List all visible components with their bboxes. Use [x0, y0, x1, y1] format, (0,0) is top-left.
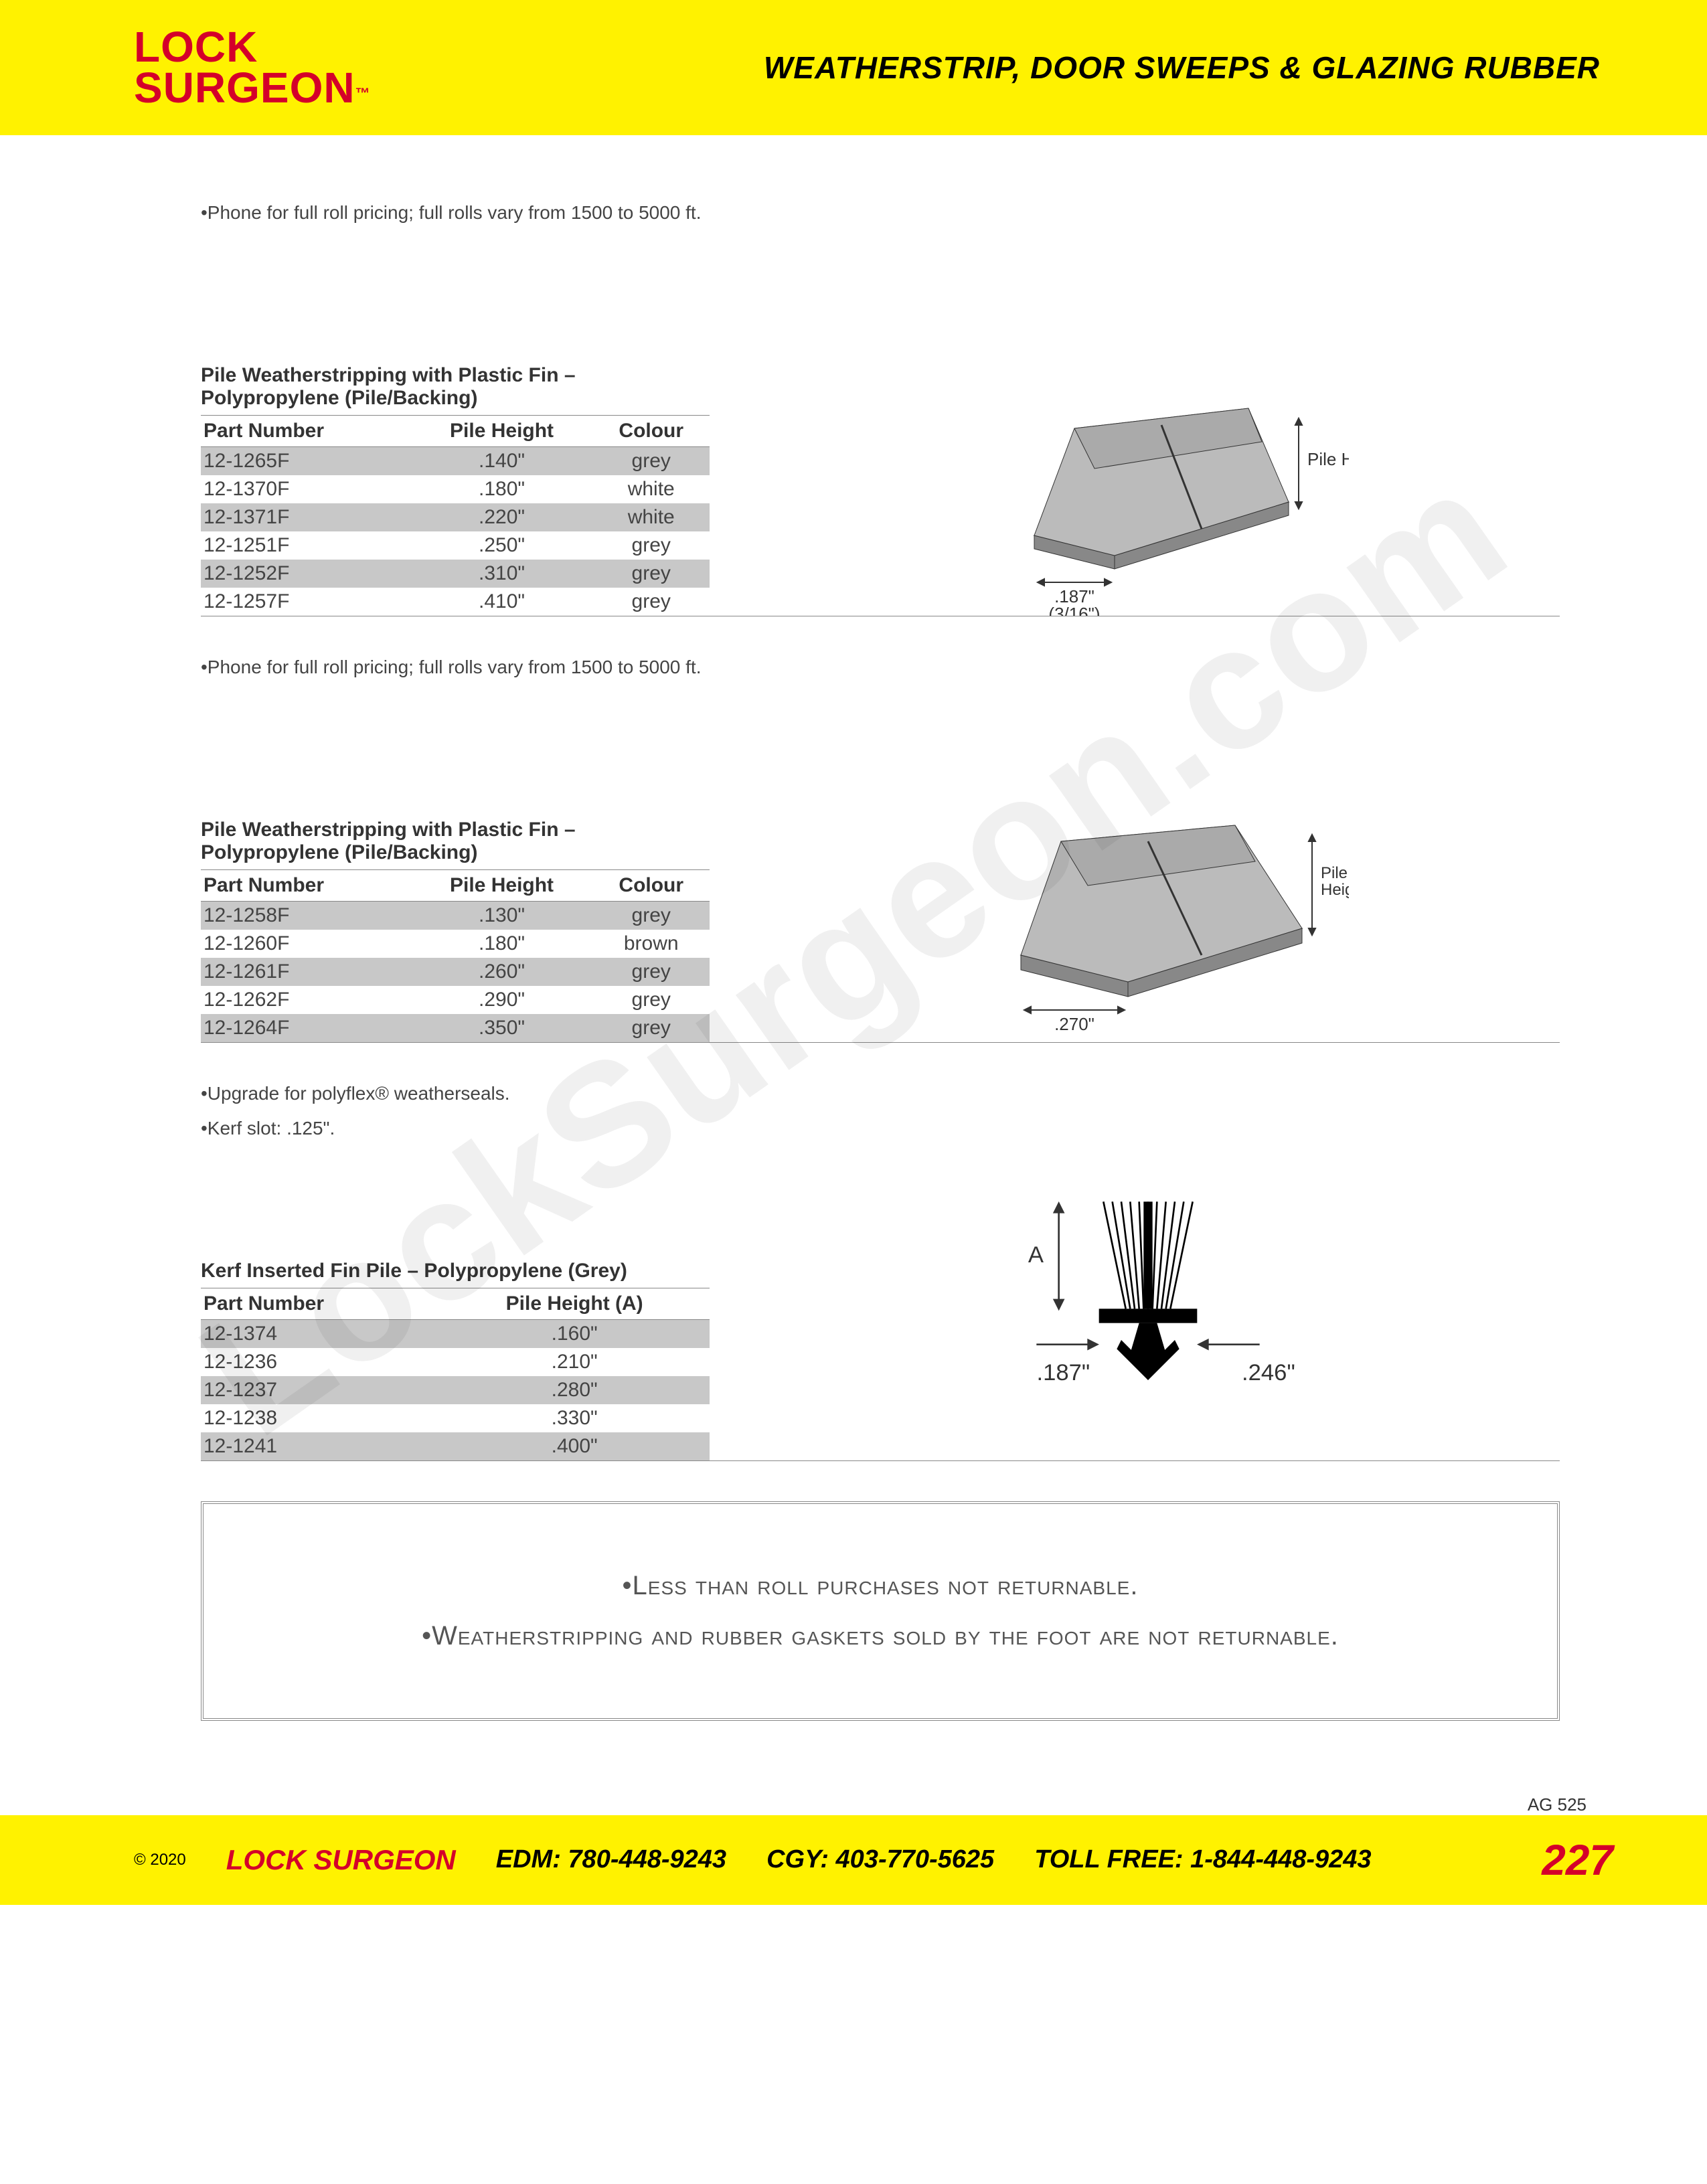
header-bar: LOCK SURGEON™ WEATHERSTRIP, DOOR SWEEPS … [0, 0, 1707, 135]
svg-text:Pile Height: Pile Height [1307, 449, 1349, 469]
footer-tollfree-phone: TOLL FREE: 1-844-448-9243 [1034, 1845, 1371, 1874]
diagram-kerf: A .187" .246" [763, 1193, 1560, 1460]
footer-brand: LOCK SURGEON [226, 1844, 456, 1876]
footer-cgy-phone: CGY: 403-770-5625 [766, 1845, 994, 1874]
table-row: 12-1236.210" [201, 1348, 710, 1376]
table-row: 12-1238.330" [201, 1404, 710, 1432]
svg-text:Pile: Pile [1321, 864, 1348, 882]
table-row: 12-1262F.290"grey [201, 986, 710, 1014]
table-row: 12-1371F.220"white [201, 503, 710, 531]
section-pile-187: •Phone for full roll pricing; full rolls… [201, 202, 1560, 616]
svg-text:.246": .246" [1242, 1360, 1295, 1385]
footer-page-number: 227 [1542, 1835, 1613, 1885]
table-row: 12-1374.160" [201, 1319, 710, 1348]
table-row: 12-1252F.310"grey [201, 560, 710, 588]
logo-tm: ™ [355, 84, 370, 101]
table-row: 12-1257F.410"grey [201, 588, 710, 616]
pile-diagram-icon: .187" (3/16") Pile Height [974, 402, 1349, 616]
svg-text:A: A [1028, 1242, 1044, 1268]
table-row: 12-1261F.260"grey [201, 958, 710, 986]
notice-line-2: •Weatherstripping and rubber gaskets sol… [244, 1621, 1517, 1651]
pile-diagram-icon: .270" Pile Height [974, 821, 1349, 1042]
section2-note: •Phone for full roll pricing; full rolls… [201, 657, 710, 678]
section3-title: Kerf Inserted Fin Pile – Polypropylene (… [201, 1260, 710, 1282]
section2-table: Part Number Pile Height Colour 12-1258F.… [201, 869, 710, 1042]
section-pile-270: •Phone for full roll pricing; full rolls… [201, 657, 1560, 1043]
table-header-row: Part Number Pile Height Colour [201, 415, 710, 446]
footer-copyright: © 2020 [134, 1851, 186, 1869]
col-part-number: Part Number [201, 1288, 439, 1319]
kerf-diagram-icon: A .187" .246" [974, 1193, 1349, 1460]
footer-bar: © 2020 LOCK SURGEON EDM: 780-448-9243 CG… [0, 1815, 1707, 1905]
table-header-row: Part Number Pile Height (A) [201, 1288, 710, 1319]
page-title: WEATHERSTRIP, DOOR SWEEPS & GLAZING RUBB… [764, 50, 1600, 86]
section3-note2: •Kerf slot: .125". [201, 1118, 710, 1139]
table-row: 12-1370F.180"white [201, 475, 710, 503]
col-colour: Colour [592, 869, 710, 901]
table-row: 12-1260F.180"brown [201, 930, 710, 958]
svg-text:Height: Height [1321, 881, 1349, 899]
svg-text:.187": .187" [1036, 1360, 1090, 1385]
logo-line2: SURGEON [134, 64, 355, 112]
svg-text:(3/16"): (3/16") [1048, 604, 1100, 616]
table-row: 12-1237.280" [201, 1376, 710, 1404]
col-pile-height: Pile Height [411, 869, 593, 901]
table-row: 12-1251F.250"grey [201, 531, 710, 560]
col-part-number: Part Number [201, 415, 411, 446]
table-header-row: Part Number Pile Height Colour [201, 869, 710, 901]
section3-note1: •Upgrade for polyflex® weatherseals. [201, 1083, 710, 1104]
logo-line1: LOCK [134, 27, 370, 68]
col-pile-height-a: Pile Height (A) [439, 1288, 710, 1319]
table-row: 12-1264F.350"grey [201, 1014, 710, 1042]
col-colour: Colour [592, 415, 710, 446]
section1-title: Pile Weatherstripping with Plastic Fin –… [201, 364, 710, 410]
footer-edm-phone: EDM: 780-448-9243 [496, 1845, 726, 1874]
col-part-number: Part Number [201, 869, 411, 901]
reference-code: AG 525 [0, 1794, 1707, 1815]
section-kerf: •Upgrade for polyflex® weatherseals. •Ke… [201, 1083, 1560, 1461]
page-content: •Phone for full roll pricing; full rolls… [0, 135, 1707, 1788]
table-row: 12-1265F.140"grey [201, 446, 710, 475]
brand-logo: LOCK SURGEON™ [134, 27, 370, 108]
notice-line-1: •Less than roll purchases not returnable… [244, 1571, 1517, 1601]
table-row: 12-1241.400" [201, 1432, 710, 1460]
diagram-pile-270: .270" Pile Height [763, 821, 1560, 1042]
section1-note: •Phone for full roll pricing; full rolls… [201, 202, 710, 224]
diagram-pile-187: .187" (3/16") Pile Height [763, 402, 1560, 616]
table-row: 12-1258F.130"grey [201, 901, 710, 930]
section2-title: Pile Weatherstripping with Plastic Fin –… [201, 819, 710, 864]
return-policy-notice: •Less than roll purchases not returnable… [201, 1501, 1560, 1721]
section3-table: Part Number Pile Height (A) 12-1374.160"… [201, 1288, 710, 1460]
section1-table: Part Number Pile Height Colour 12-1265F.… [201, 415, 710, 616]
svg-text:.270": .270" [1054, 1014, 1094, 1034]
col-pile-height: Pile Height [411, 415, 593, 446]
